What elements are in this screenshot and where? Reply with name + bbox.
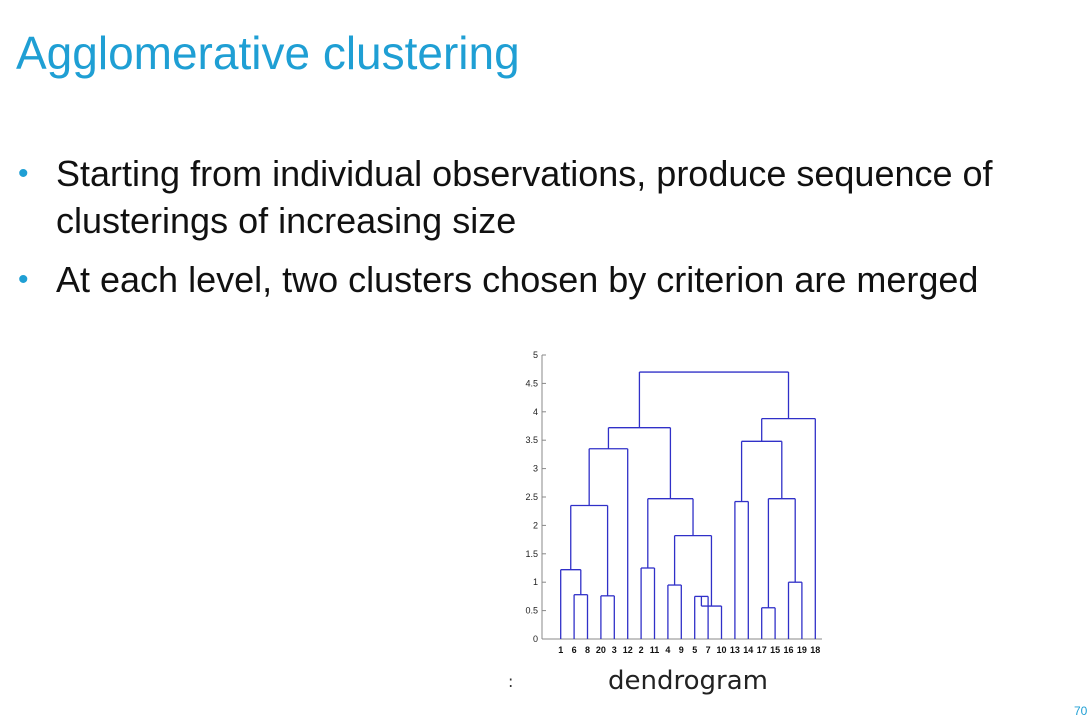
leaf-label: 7 — [706, 645, 711, 655]
slide-title: Agglomerative clustering — [16, 27, 520, 79]
leaf-label: 13 — [730, 645, 740, 655]
bullet-text: At each level, two clusters chosen by cr… — [56, 259, 979, 300]
bullet-list: • Starting from individual observations,… — [18, 150, 1078, 315]
y-tick-label: 2 — [533, 520, 538, 530]
y-tick-label: 1 — [533, 577, 538, 587]
leaf-label: 18 — [810, 645, 820, 655]
y-tick-label: 0 — [533, 634, 538, 644]
leaf-label: 9 — [679, 645, 684, 655]
leaf-label: 2 — [639, 645, 644, 655]
figure-caption: dendrogram — [608, 666, 768, 696]
leaf-label: 17 — [757, 645, 767, 655]
caption-mark: : — [508, 672, 514, 691]
leaf-label: 11 — [650, 645, 660, 655]
leaf-label: 12 — [623, 645, 633, 655]
y-tick-label: 3 — [533, 464, 538, 474]
leaf-label: 14 — [743, 645, 753, 655]
dendrogram-chart: 00.511.522.533.544.551 6 8 20 3 12 2 11 4 9 5 7 10 13… — [525, 350, 822, 655]
bullet-icon: • — [18, 157, 29, 190]
y-tick-label: 0.5 — [525, 606, 538, 616]
leaf-label: 15 — [770, 645, 780, 655]
leaf-label: 4 — [665, 645, 670, 655]
leaf-label: 1 — [558, 645, 563, 655]
leaf-label: 19 — [797, 645, 807, 655]
y-tick-label: 5 — [533, 350, 538, 360]
bullet-item: • At each level, two clusters chosen by … — [18, 256, 1078, 303]
leaf-label: 5 — [692, 645, 697, 655]
page-number: 70 — [1074, 704, 1088, 718]
y-tick-label: 3.5 — [525, 435, 538, 445]
dendrogram-figure: 0 0.5 1 1.5 2 2.5 3 3.5 4 4.5 5 1 6 8 20 3 12 2 11 4 9 5 7 10 13… — [500, 345, 830, 705]
y-tick-label: 4 — [533, 407, 538, 417]
bullet-item: • Starting from individual observations,… — [18, 150, 1078, 244]
leaf-label: 6 — [572, 645, 577, 655]
y-tick-label: 2.5 — [525, 492, 538, 502]
y-tick-label: 4.5 — [525, 378, 538, 388]
y-tick-label: 1.5 — [525, 549, 538, 559]
bullet-icon: • — [18, 263, 29, 296]
leaf-label: 20 — [596, 645, 606, 655]
leaf-label: 8 — [585, 645, 590, 655]
leaf-label: 3 — [612, 645, 617, 655]
bullet-text: Starting from individual observations, p… — [56, 153, 993, 241]
leaf-label: 10 — [716, 645, 726, 655]
leaf-label: 16 — [783, 645, 793, 655]
